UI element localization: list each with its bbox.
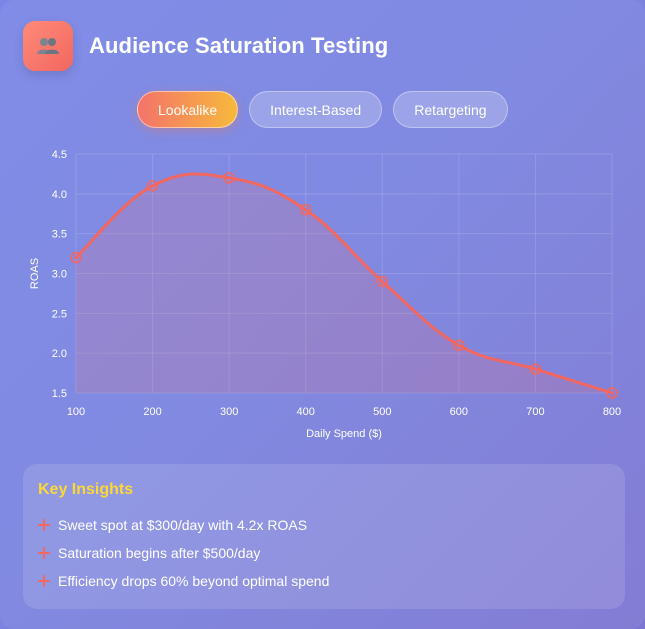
data-point [529, 363, 542, 375]
insights-title: Key Insights [38, 481, 134, 498]
x-tick-label: 200 [143, 406, 161, 418]
insight-text: Saturation begins after $500/day [58, 545, 261, 561]
x-tick-label: 500 [373, 406, 391, 418]
data-point [146, 180, 159, 192]
key-insights-panel: Key Insights Sweet spot at $300/day with… [23, 464, 625, 609]
series-area [76, 174, 612, 393]
users-icon [23, 21, 73, 71]
y-tick-label: 3.0 [52, 269, 67, 281]
tab-interest-based[interactable]: Interest-Based [249, 91, 383, 128]
data-point [70, 251, 82, 264]
data-point [223, 172, 235, 184]
series-line [74, 172, 614, 395]
y-tick-label: 1.5 [52, 388, 67, 400]
x-tick-label: 700 [526, 406, 544, 418]
audience-tabs: Lookalike Interest-Based Retargeting [137, 91, 508, 128]
y-tick-label: 4.0 [52, 189, 67, 201]
x-axis-label: Daily Spend ($) [306, 428, 382, 440]
data-point [453, 339, 465, 351]
x-tick-label: 800 [603, 406, 621, 418]
data-point [299, 204, 312, 216]
insight-item: Sweet spot at $300/day with 4.2x ROAS [38, 511, 610, 539]
roas-chart: 1.5 2.0 2.5 3.0 3.5 4.0 4.5 100 200 300 400 500 600 7… [0, 140, 645, 445]
header: Audience Saturation Testing [23, 21, 388, 71]
data-point [376, 275, 389, 288]
insight-item: Efficiency drops 60% beyond optimal spen… [38, 567, 610, 595]
y-axis-label: ROAS [29, 258, 41, 289]
plus-icon [38, 575, 50, 587]
y-tick-label: 2.5 [52, 308, 67, 320]
x-tick-label: 100 [67, 406, 85, 418]
data-point [606, 387, 618, 399]
insight-item: Saturation begins after $500/day [38, 539, 610, 567]
y-tick-label: 2.0 [52, 348, 67, 360]
x-tick-label: 300 [220, 406, 238, 418]
y-tick-label: 3.5 [52, 229, 67, 241]
tab-retargeting[interactable]: Retargeting [393, 91, 508, 128]
roas-chart-svg: 1.5 2.0 2.5 3.0 3.5 4.0 4.5 100 200 300 400 500 600 7… [29, 149, 621, 440]
tab-lookalike[interactable]: Lookalike [137, 91, 239, 128]
insight-text: Sweet spot at $300/day with 4.2x ROAS [58, 517, 308, 533]
y-tick-label: 4.5 [52, 149, 67, 161]
insight-text: Efficiency drops 60% beyond optimal spen… [58, 573, 330, 589]
page-title: Audience Saturation Testing [89, 33, 389, 58]
x-tick-label: 400 [297, 406, 315, 418]
plus-icon [38, 519, 50, 531]
x-tick-label: 600 [450, 406, 468, 418]
plus-icon [38, 547, 50, 559]
